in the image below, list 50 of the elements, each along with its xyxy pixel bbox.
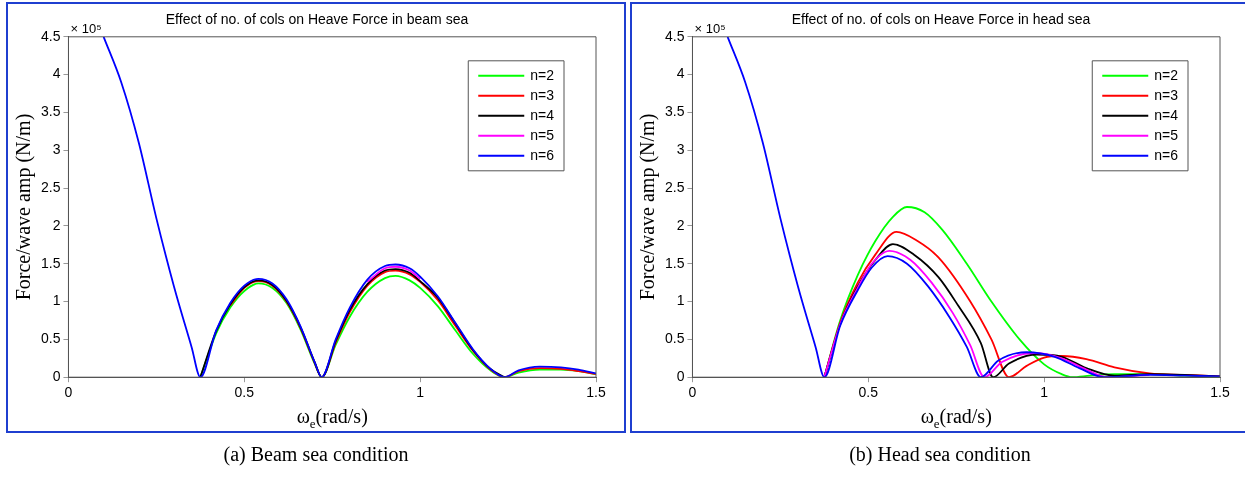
y-tick-label: 4 [52, 65, 61, 82]
y-tick-label: 0 [676, 368, 685, 385]
x-tick-label: 1.5 [586, 384, 606, 401]
line-series [366, 265, 422, 283]
legend-label: n=4 [1154, 106, 1179, 123]
line-series [102, 36, 596, 378]
y-axis-title: Force/wave amp (N/m) [636, 113, 659, 301]
line-series [726, 36, 1220, 378]
y-tick-label: 1 [52, 292, 61, 309]
text: × 10⁵ [694, 20, 726, 36]
x-tick-label: 0 [64, 384, 73, 401]
legend-label: n=6 [1154, 146, 1179, 163]
y-tick-label: 3.5 [664, 103, 685, 120]
line-series [199, 268, 506, 378]
text: (a) Beam sea condition [223, 443, 409, 466]
y-tick-label: 3 [52, 141, 61, 158]
chart-title: Effect of no. of cols on Heave Force in head sea [791, 11, 1091, 28]
y-tick-label: 0 [52, 368, 61, 385]
x-tick-label: 1 [1040, 384, 1049, 401]
legend-label: n=5 [530, 126, 555, 143]
y-tick-label: 2.5 [664, 178, 685, 195]
y-tick-label: 4.5 [664, 27, 685, 44]
y-tick-label: 3 [676, 141, 685, 158]
y-tick-label: 4.5 [40, 27, 61, 44]
y-tick-label: 1.5 [664, 254, 685, 271]
x-tick-label: 1.5 [1210, 384, 1230, 401]
x-tick-label: 1 [416, 384, 425, 401]
x-tick-label: 0.5 [234, 384, 255, 401]
y-tick-label: 2 [676, 216, 685, 233]
x-tick-label: 0 [688, 384, 697, 401]
legend-label: n=2 [530, 66, 555, 83]
y-tick-label: 1.5 [40, 254, 61, 271]
x-tick-label: 0.5 [858, 384, 879, 401]
y-tick-label: 0.5 [40, 330, 61, 347]
legend-label: n=3 [1154, 86, 1179, 103]
legend-label: n=2 [1154, 66, 1179, 83]
text: × 10⁵ [70, 20, 102, 36]
legend-label: n=3 [530, 86, 555, 103]
legend-label: n=5 [1154, 126, 1179, 143]
y-tick-label: 2 [52, 216, 61, 233]
y-tick-label: 2.5 [40, 178, 61, 195]
legend-label: n=6 [530, 146, 555, 163]
text: (b) Head sea condition [849, 443, 1031, 466]
y-tick-label: 0.5 [664, 330, 685, 347]
y-tick-label: 4 [676, 65, 685, 82]
chart-title: Effect of no. of cols on Heave Force in beam sea [165, 11, 469, 28]
y-tick-label: 3.5 [40, 103, 61, 120]
y-axis-title: Force/wave amp (N/m) [12, 113, 35, 301]
y-tick-label: 1 [676, 292, 685, 309]
legend-label: n=4 [530, 106, 555, 123]
